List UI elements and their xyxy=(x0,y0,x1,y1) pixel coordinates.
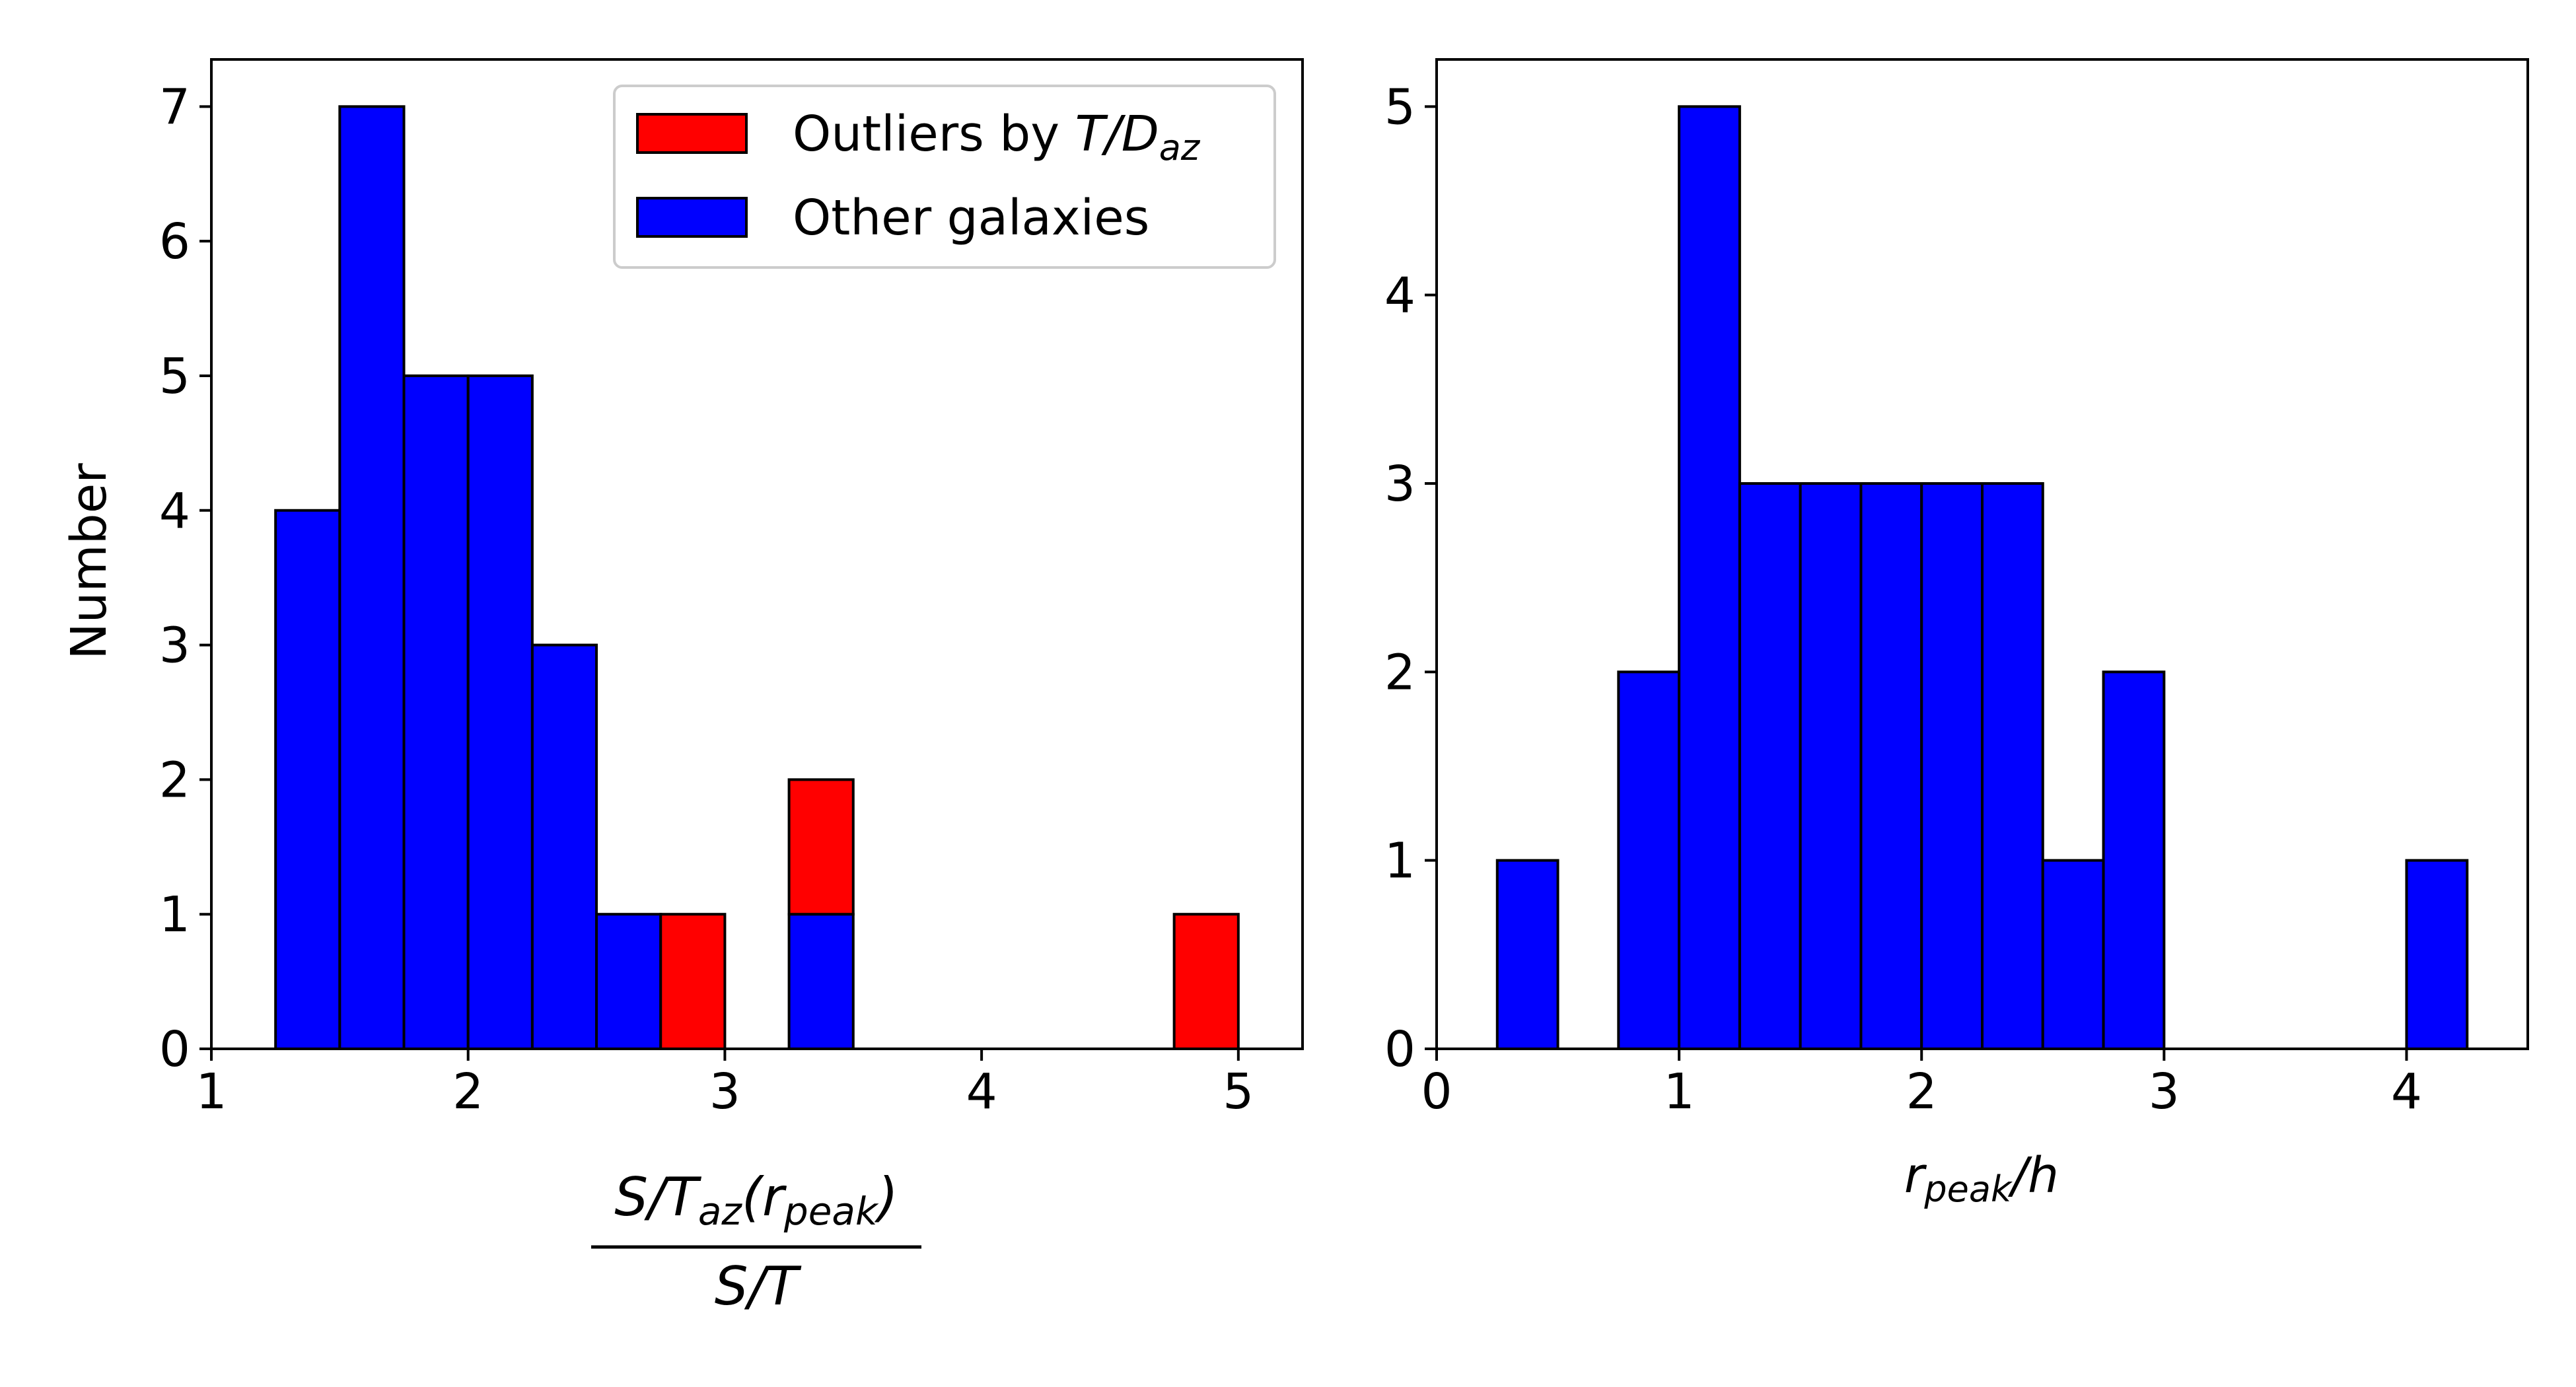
panel0-bar-s0-b1 xyxy=(338,105,406,1050)
panel0-ytick-label: 1 xyxy=(159,886,190,943)
panel1-bar-s0-b9 xyxy=(2041,859,2105,1050)
panel1-ytick-label: 1 xyxy=(1384,833,1415,890)
panel0-bar-s1-b14 xyxy=(1172,913,1240,1050)
panel1-ytick-label: 3 xyxy=(1384,456,1415,513)
panel1-bar-s0-b4 xyxy=(1738,482,1802,1050)
legend: Outliers by T/Daz Other galaxies xyxy=(613,85,1276,269)
right-ticks: 0 1 2 3 4 0 1 2 3 4 5 xyxy=(1384,79,2422,1120)
panel1-ytick-label: 0 xyxy=(1384,1021,1415,1078)
panel0-xtick-label: 1 xyxy=(196,1063,227,1120)
panel0-xtick-label: 3 xyxy=(709,1063,740,1120)
left-axes-frame xyxy=(210,58,1304,1050)
right-histogram-panel: 0 1 2 3 4 0 1 2 3 4 5 rpeak/h xyxy=(1384,58,2529,1210)
x-label-numerator: S/Taz(rpeak) xyxy=(614,1166,898,1234)
panel1-ytick-label: 2 xyxy=(1384,644,1415,701)
panel0-ytick-label: 0 xyxy=(159,1021,190,1078)
panel1-ytick-label: 5 xyxy=(1384,79,1415,135)
panel1-xtick-label: 2 xyxy=(1906,1063,1937,1120)
panel0-ytick-label: 4 xyxy=(159,483,190,540)
panel0-bar-s0-b3 xyxy=(466,374,534,1050)
panel0-xtick-label: 4 xyxy=(966,1063,997,1120)
left-bars xyxy=(274,105,1240,1050)
panel1-bar-s0-b7 xyxy=(1920,482,1984,1050)
panel1-xtick-label: 4 xyxy=(2391,1063,2422,1120)
left-x-axis-label: S/Taz(rpeak) S/T xyxy=(591,1166,921,1317)
right-x-axis-label: rpeak/h xyxy=(1904,1147,2059,1210)
panel0-ytick-label: 3 xyxy=(159,618,190,674)
panel0-bar-s0-b4 xyxy=(530,643,598,1050)
panel0-bar-s1-b6 xyxy=(659,913,727,1050)
panel1-bar-s0-b3 xyxy=(1678,105,1741,1050)
legend-frame xyxy=(613,85,1276,269)
panel1-bar-s0-b6 xyxy=(1859,482,1923,1050)
y-axis-label: Number xyxy=(61,463,118,660)
legend-label-outliers: Outliers by T/Daz xyxy=(793,106,1201,168)
panel1-bar-s0-b10 xyxy=(2102,670,2166,1050)
panel0-bar-s1-b8 xyxy=(787,778,855,916)
panel1-bar-s0-b5 xyxy=(1799,482,1863,1050)
panel0-xtick-label: 5 xyxy=(1223,1063,1254,1120)
right-bars xyxy=(1495,105,2469,1050)
panel1-xtick-label: 1 xyxy=(1664,1063,1695,1120)
panel0-ytick-label: 7 xyxy=(159,79,190,135)
panel0-xtick-label: 2 xyxy=(452,1063,483,1120)
panel1-xtick-label: 0 xyxy=(1421,1063,1452,1120)
panel1-bar-s0-b15 xyxy=(2405,859,2469,1050)
panel0-ytick-label: 5 xyxy=(159,348,190,405)
panel0-bar-s0-b0 xyxy=(274,509,341,1050)
panel1-bar-s0-b8 xyxy=(1981,482,2044,1050)
panel1-bar-s0-b0 xyxy=(1495,859,1559,1050)
legend-swatch-outliers xyxy=(636,113,748,154)
legend-swatch-other xyxy=(636,197,748,238)
panel0-ytick-label: 6 xyxy=(159,213,190,270)
panel0-bar-s0-b5 xyxy=(595,913,662,1050)
panel1-ytick-label: 4 xyxy=(1384,267,1415,324)
panel0-bar-s0-b8 xyxy=(787,913,855,1050)
panel0-ytick-label: 2 xyxy=(159,752,190,808)
panel1-xtick-label: 3 xyxy=(2149,1063,2180,1120)
panel1-bar-s0-b2 xyxy=(1617,670,1681,1050)
right-axes-frame xyxy=(1435,58,2529,1050)
legend-label-other: Other galaxies xyxy=(793,190,1149,246)
x-label-denominator: S/T xyxy=(715,1256,803,1317)
panel0-bar-s0-b2 xyxy=(402,374,470,1050)
